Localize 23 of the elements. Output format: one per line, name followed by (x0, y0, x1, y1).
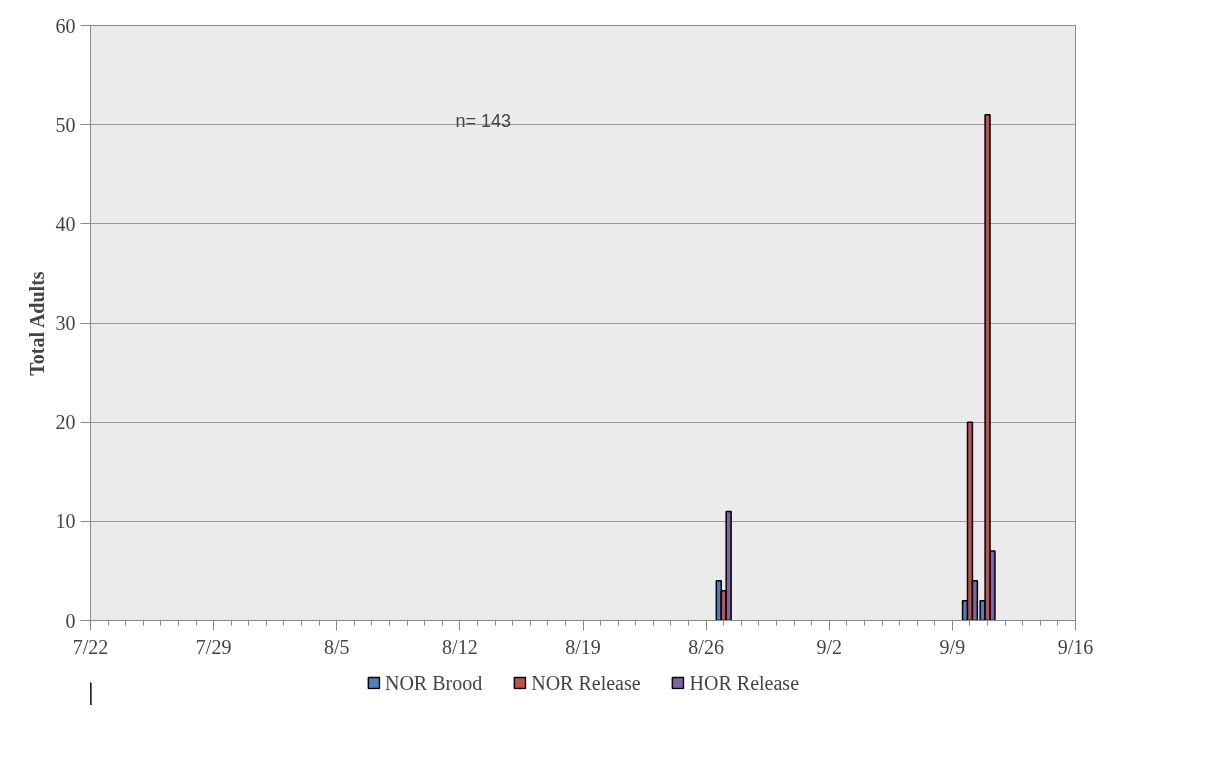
x-tick-label: 8/19 (565, 635, 601, 658)
legend-label: NOR Release (531, 671, 641, 694)
legend-label: NOR Brood (384, 671, 483, 694)
y-axis-title: Total Adults (25, 271, 48, 376)
x-tick-label: 9/2 (816, 635, 843, 658)
y-tick-label: 0 (65, 609, 76, 632)
y-tick-label: 40 (55, 212, 76, 235)
y-tick-label: 50 (55, 113, 76, 136)
x-tick-label: 8/5 (323, 635, 350, 658)
x-tick-label: 7/22 (72, 635, 109, 658)
x-tick-label: 9/9 (939, 635, 966, 658)
bar (966, 421, 974, 621)
y-tick-label: 20 (55, 411, 76, 434)
x-tick-label: 8/26 (688, 635, 724, 658)
y-tick-label: 10 (55, 510, 76, 533)
bar (725, 510, 732, 621)
annotation: n= 143 (455, 110, 512, 131)
y-tick-label: 60 (55, 14, 76, 37)
x-tick-label: 9/16 (1057, 635, 1094, 658)
x-tick-label: 8/12 (442, 635, 478, 658)
y-tick-label: 30 (55, 312, 76, 334)
legend-label: HOR Release (689, 671, 800, 694)
x-tick-label: 7/29 (195, 635, 232, 658)
